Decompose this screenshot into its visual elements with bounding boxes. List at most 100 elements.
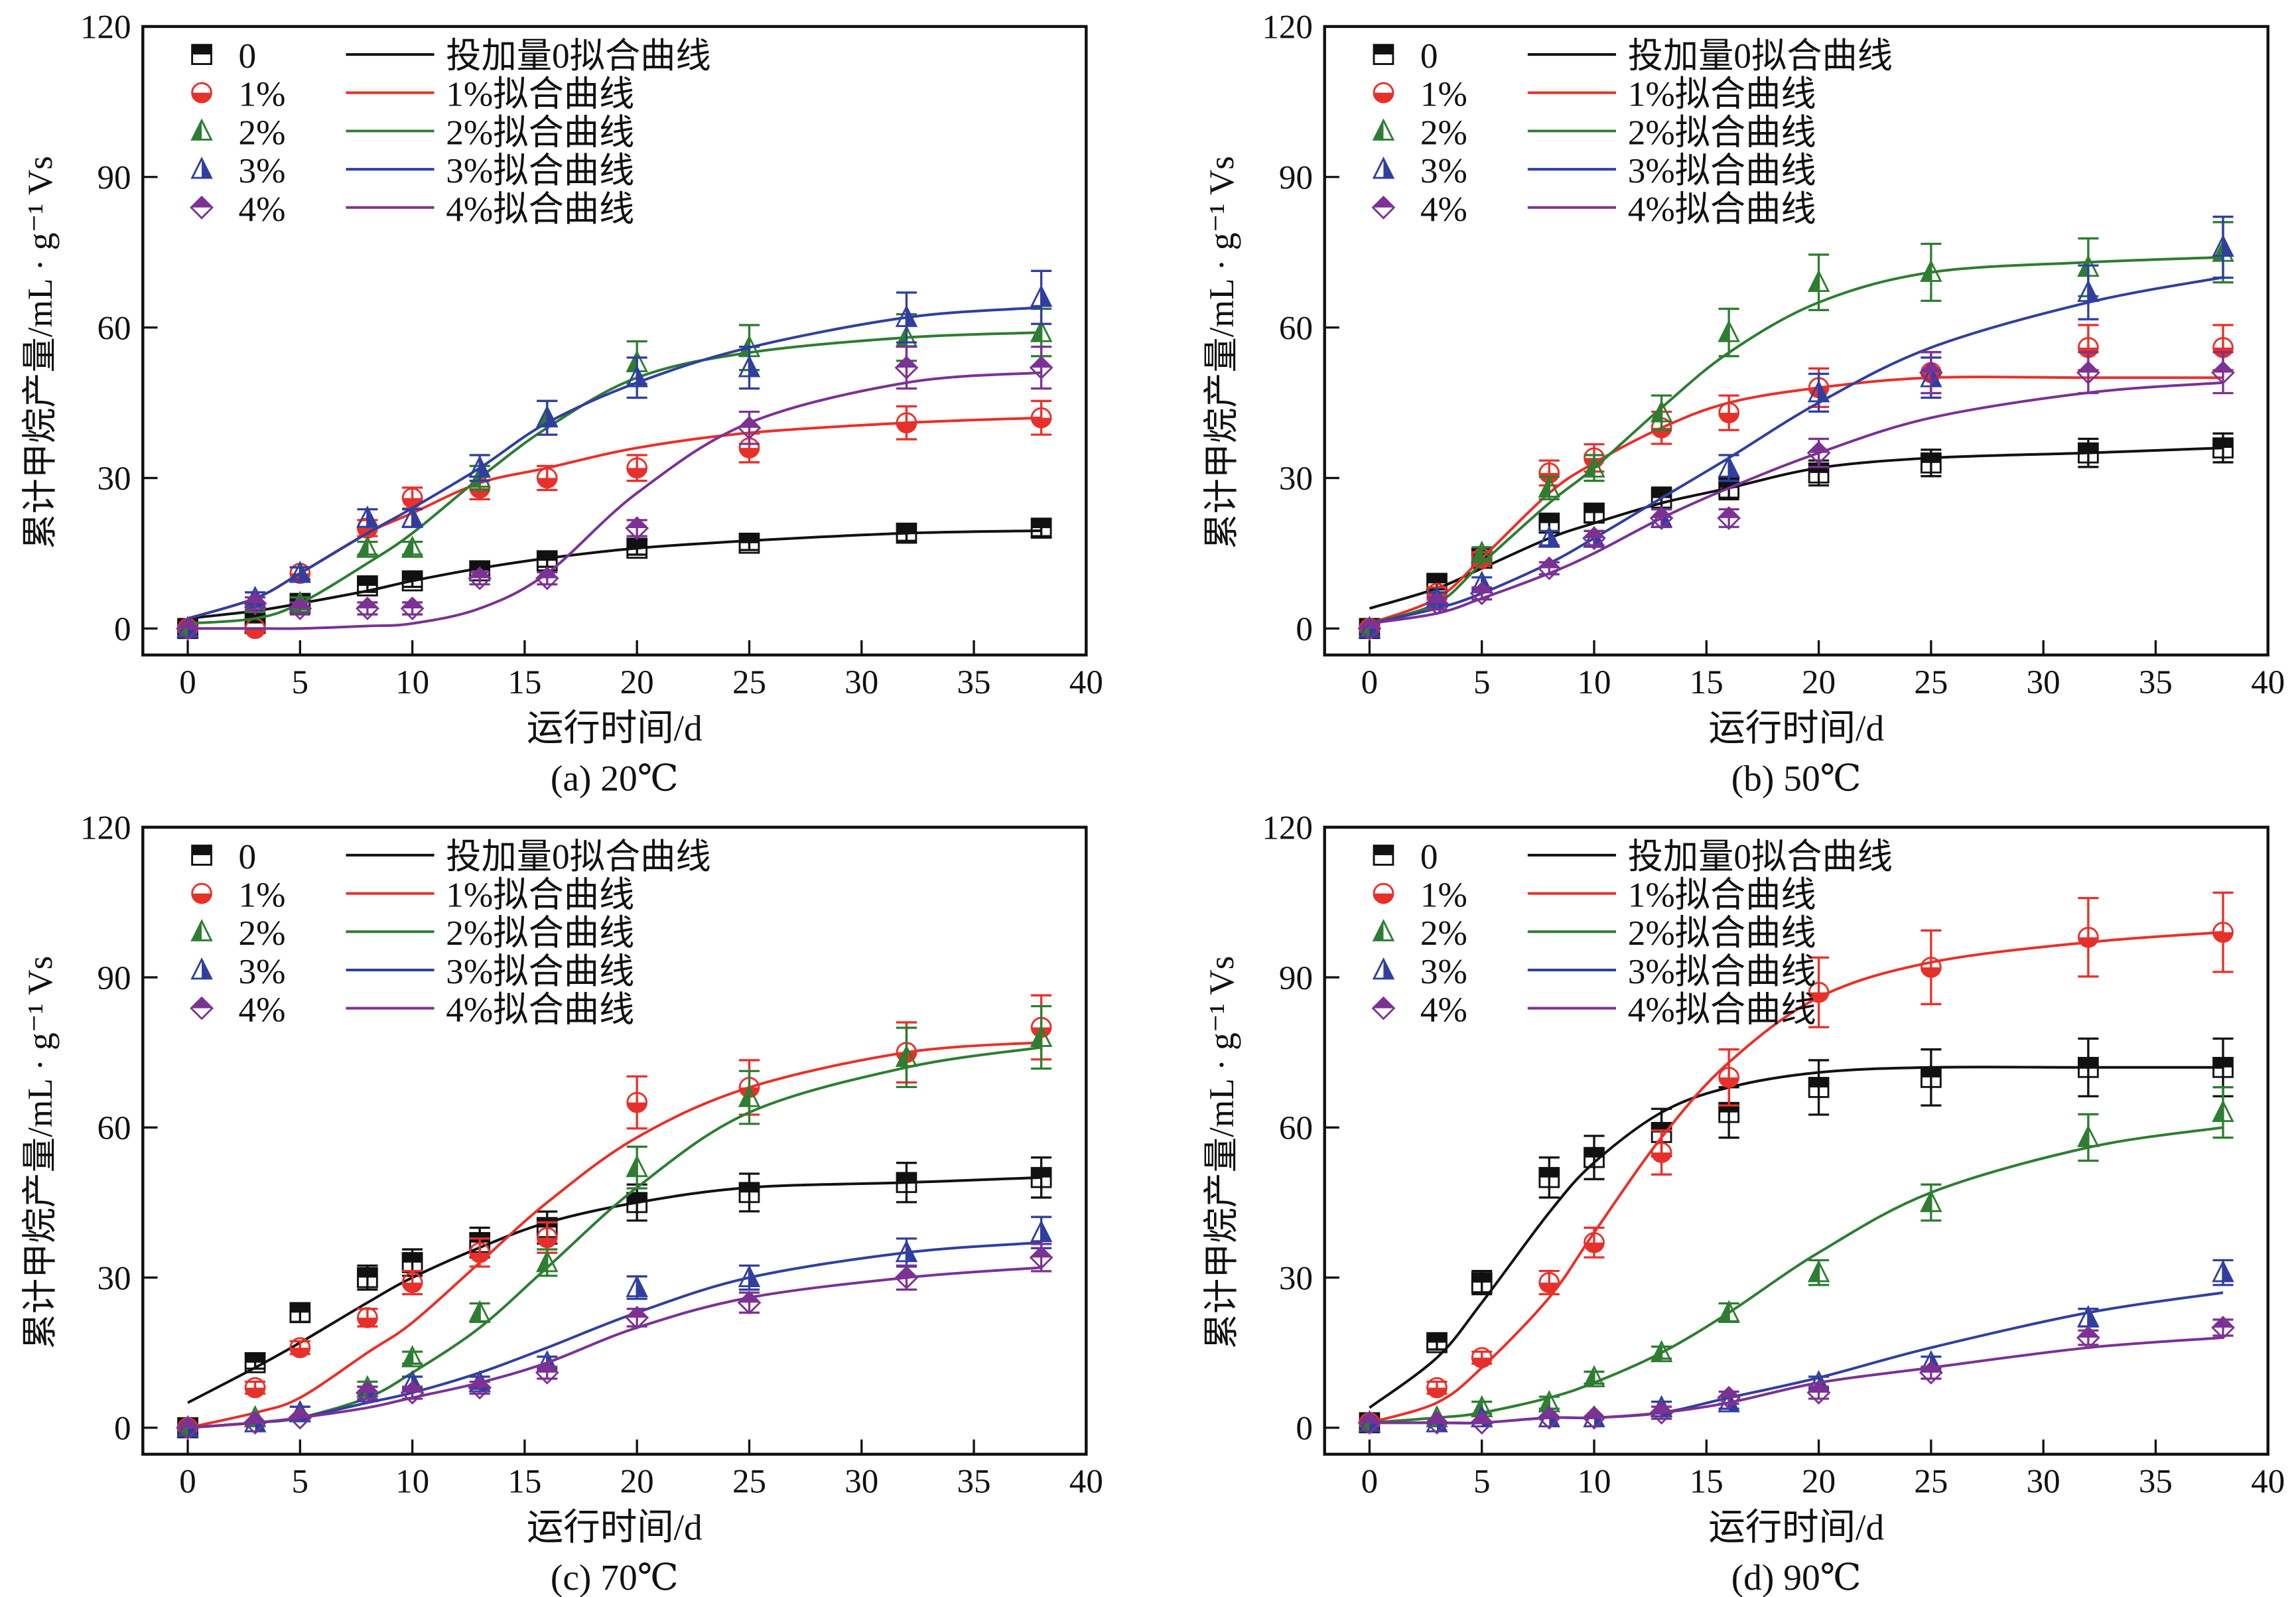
marker-outline [2211,1316,2235,1340]
legend-marker-label: 4% [1420,991,1467,1030]
x-tick-label: 20 [1802,664,1836,701]
legend-marker-label: 1% [239,75,286,114]
triangle-left-marker [1030,320,1053,342]
marker-outline [894,1265,919,1290]
circle-marker [401,1272,423,1294]
marker-outline [1718,1067,1740,1088]
square-marker [357,575,378,596]
marker-fill [1359,1412,1381,1423]
marker-fill [357,1382,378,1393]
marker-outline [626,365,648,387]
chart-panel: 0 5 10 15 20 25 30 35 40 0 30 60 90 120 运行时间/d (b) 50℃ 累… [1202,9,2285,799]
marker-fill [1921,1362,1942,1373]
series-triangle-right [1358,215,2234,638]
marker-outline [894,356,919,380]
chart-panel: 0 5 10 15 20 25 30 35 40 0 30 60 90 120 运行时间/d (d) 90℃ 累… [1202,810,2285,1597]
marker-outline [738,1265,761,1288]
error-bar [2212,891,2234,973]
marker-fill [192,845,212,855]
fit-curve [187,529,1042,620]
series-diamond [176,345,1053,641]
square-marker [1373,44,1394,65]
diamond-marker [1717,1385,1741,1410]
x-axis-label: 运行时间/d [1708,708,1884,748]
legend-item: 0 投加量0拟合曲线 [191,837,711,876]
marker-fill [1426,1412,1448,1423]
square-marker [738,532,760,554]
legend-item: 0 投加量0拟合曲线 [191,36,711,76]
marker-outline [1807,1259,1830,1283]
legend-marker-label: 3% [239,151,286,190]
x-tick-label: 5 [292,1463,309,1500]
marker-fill [536,567,558,579]
triangle-left-marker [356,535,379,558]
marker-outline [1538,475,1561,498]
legend-fit-label: 2%拟合曲线 [446,914,634,953]
marker-outline [1582,526,1606,551]
circle-marker [1718,1067,1740,1088]
legend-marker-label: 0 [239,36,257,76]
circle-marker [1426,1377,1448,1399]
marker-outline [1920,259,1942,282]
plot-frame [141,25,1088,657]
legend-item: 1% 1%拟合曲线 [191,75,634,114]
diamond-marker [288,1405,312,1430]
series-square [177,1156,1052,1438]
marker-fill [627,1193,647,1203]
marker-fill [1809,463,1828,473]
y-tick-label: 60 [98,310,131,347]
marker-outline [536,467,558,489]
marker-fill [740,448,759,458]
marker-fill [1719,413,1739,423]
series-circle [1359,891,2234,1434]
marker-outline [190,957,213,980]
y-tick-label: 0 [1296,1411,1313,1448]
marker-outline [2212,1099,2234,1123]
square-marker [2212,1056,2234,1078]
x-tick-label: 40 [1069,664,1103,701]
y-axis-label: 累计甲烷产量/mL · g⁻¹ Vs [21,156,60,549]
legend-fit-label: 投加量0拟合曲线 [446,837,710,876]
marker-fill [1032,518,1051,529]
marker-outline [535,566,559,590]
fit-curve [188,371,1042,630]
diamond-marker [737,1290,762,1315]
square-marker [357,1267,378,1288]
marker-outline [1584,1146,1605,1168]
marker-fill [403,1283,423,1292]
y-tick-label: 90 [1279,160,1313,197]
marker-outline [243,1411,267,1435]
marker-fill [177,1417,198,1428]
marker-outline [468,1300,491,1322]
series-triangle-right [176,1215,1053,1438]
marker-outline [1469,1411,1494,1435]
plot-frame [1323,25,2269,657]
legend-fit-label: 2%拟合曲线 [1628,113,1816,152]
diamond-marker [2076,1326,2100,1350]
marker-outline [176,616,200,641]
x-tick-label: 35 [957,664,991,701]
marker-outline [2076,360,2100,385]
legend-fit-label: 投加量0拟合曲线 [1628,36,1893,76]
circle-marker [1651,1142,1672,1163]
triangle-right-marker [895,1239,918,1263]
triangle-left-marker [401,1345,424,1367]
circle-marker [896,412,917,434]
marker-outline [1718,402,1740,424]
triangle-right-marker [401,505,424,528]
marker-fill [177,618,198,629]
marker-outline [1426,1332,1448,1354]
legend-fit-label: 4%拟合曲线 [1628,991,1816,1030]
marker-outline [895,305,918,327]
legend-marker-label: 3% [239,952,286,991]
diamond-marker [1649,506,1674,530]
legend-fit-label: 3%拟合曲线 [446,151,634,190]
marker-outline [355,1381,379,1405]
x-tick-label: 0 [1361,1463,1379,1500]
square-marker [2078,1056,2099,1078]
marker-fill [1030,357,1052,368]
x-tick-label: 40 [2251,1463,2285,1500]
marker-fill [289,1407,311,1418]
triangle-left-marker [1807,269,1830,292]
marker-fill [245,628,265,638]
